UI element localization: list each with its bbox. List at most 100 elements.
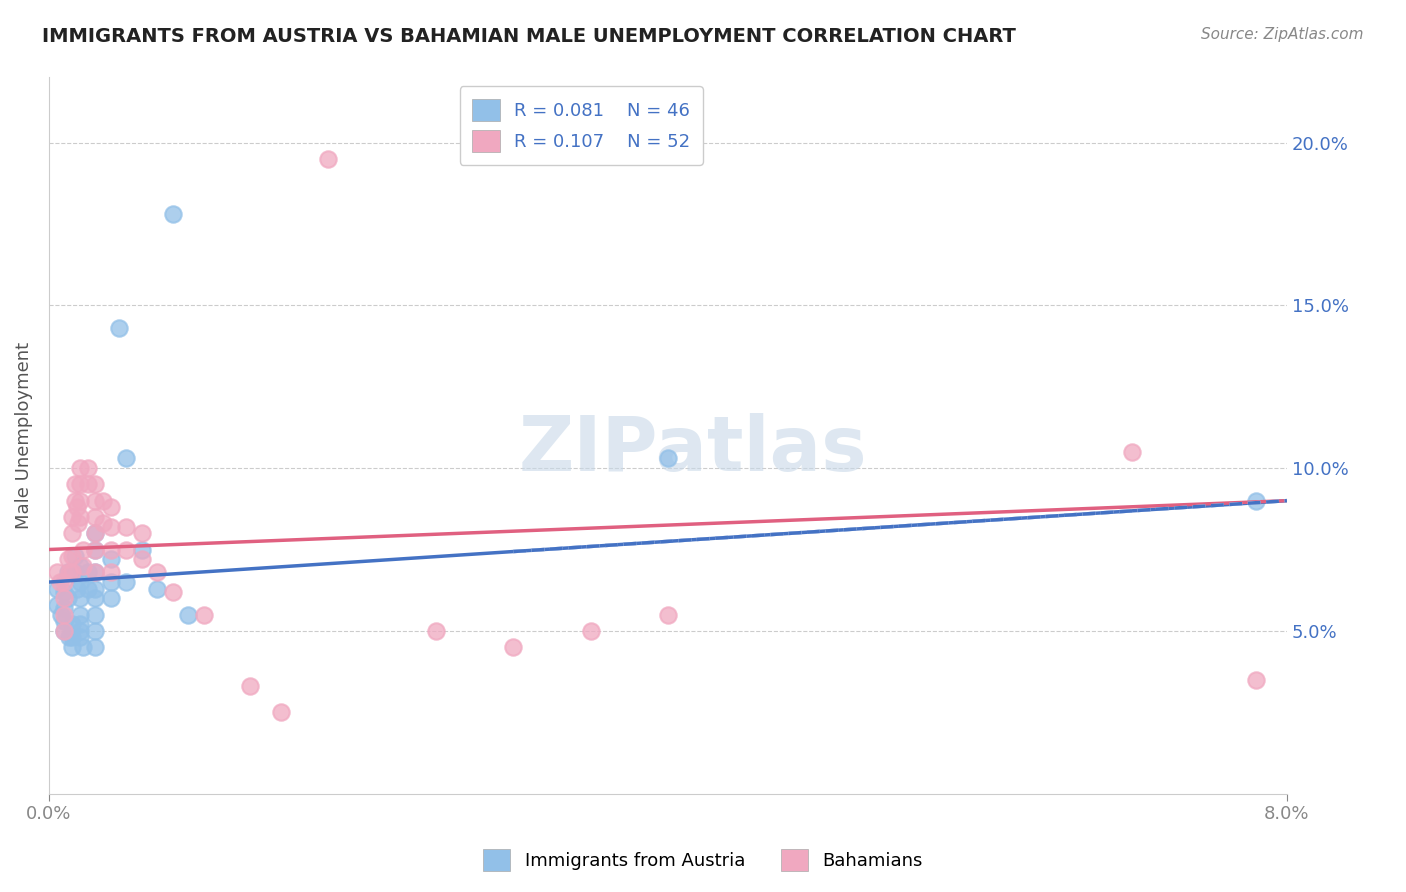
Point [58, 566, 80, 580]
Point [45, 582, 67, 596]
Point [76, 477, 98, 491]
Point [53, 624, 76, 638]
Point [69, 477, 91, 491]
Point [84, 640, 107, 655]
Point [115, 519, 138, 533]
Point [69, 493, 91, 508]
Point [60, 566, 83, 580]
Point [51, 607, 73, 622]
Point [131, 526, 153, 541]
Point [107, 321, 129, 335]
Point [1121, 445, 1143, 459]
Point [56, 552, 79, 566]
Point [84, 542, 107, 557]
Point [84, 542, 107, 557]
Point [84, 526, 107, 541]
Point [425, 624, 447, 638]
Point [657, 607, 679, 622]
Point [72, 558, 94, 573]
Point [53, 607, 76, 622]
Text: Source: ZipAtlas.com: Source: ZipAtlas.com [1201, 27, 1364, 42]
Point [69, 591, 91, 606]
Point [270, 706, 292, 720]
Point [56, 591, 79, 606]
Point [69, 617, 91, 632]
Point [84, 566, 107, 580]
Legend: R = 0.081    N = 46, R = 0.107    N = 52: R = 0.081 N = 46, R = 0.107 N = 52 [460, 87, 703, 165]
Point [657, 451, 679, 466]
Point [100, 552, 122, 566]
Point [115, 451, 138, 466]
Point [66, 582, 89, 596]
Point [100, 575, 122, 590]
Point [60, 631, 83, 645]
Point [1244, 673, 1267, 687]
Point [502, 640, 524, 655]
Point [67, 516, 90, 531]
Point [76, 461, 98, 475]
Point [69, 624, 91, 638]
Legend: Immigrants from Austria, Bahamians: Immigrants from Austria, Bahamians [475, 842, 931, 879]
Point [177, 607, 200, 622]
Point [58, 631, 80, 645]
Point [131, 552, 153, 566]
Point [579, 624, 602, 638]
Point [72, 542, 94, 557]
Point [100, 566, 122, 580]
Point [45, 566, 67, 580]
Point [84, 624, 107, 638]
Point [76, 582, 98, 596]
Point [56, 566, 79, 580]
Point [53, 601, 76, 615]
Point [316, 152, 339, 166]
Point [84, 591, 107, 606]
Point [100, 542, 122, 557]
Text: IMMIGRANTS FROM AUSTRIA VS BAHAMIAN MALE UNEMPLOYMENT CORRELATION CHART: IMMIGRANTS FROM AUSTRIA VS BAHAMIAN MALE… [42, 27, 1017, 45]
Point [115, 542, 138, 557]
Point [49, 575, 72, 590]
Point [65, 566, 87, 580]
Point [1244, 493, 1267, 508]
Point [239, 679, 262, 693]
Point [91, 516, 114, 531]
Point [53, 614, 76, 628]
Point [84, 510, 107, 524]
Point [60, 526, 83, 541]
Point [115, 575, 138, 590]
Point [65, 549, 87, 563]
Point [84, 477, 107, 491]
Point [69, 558, 91, 573]
Point [60, 617, 83, 632]
Point [100, 500, 122, 515]
Point [65, 477, 87, 491]
Point [53, 591, 76, 606]
Point [53, 575, 76, 590]
Point [69, 510, 91, 524]
Point [76, 566, 98, 580]
Point [60, 549, 83, 563]
Point [69, 575, 91, 590]
Point [131, 542, 153, 557]
Point [69, 607, 91, 622]
Point [60, 510, 83, 524]
Point [84, 582, 107, 596]
Point [84, 566, 107, 580]
Point [84, 493, 107, 508]
Point [100, 591, 122, 606]
Point [60, 640, 83, 655]
Point [162, 584, 184, 599]
Point [72, 640, 94, 655]
Point [84, 526, 107, 541]
Point [84, 607, 107, 622]
Point [65, 493, 87, 508]
Point [66, 500, 89, 515]
Point [69, 461, 91, 475]
Point [91, 493, 114, 508]
Point [69, 631, 91, 645]
Point [146, 582, 169, 596]
Point [53, 624, 76, 638]
Point [100, 519, 122, 533]
Point [146, 566, 169, 580]
Point [162, 207, 184, 221]
Point [53, 584, 76, 599]
